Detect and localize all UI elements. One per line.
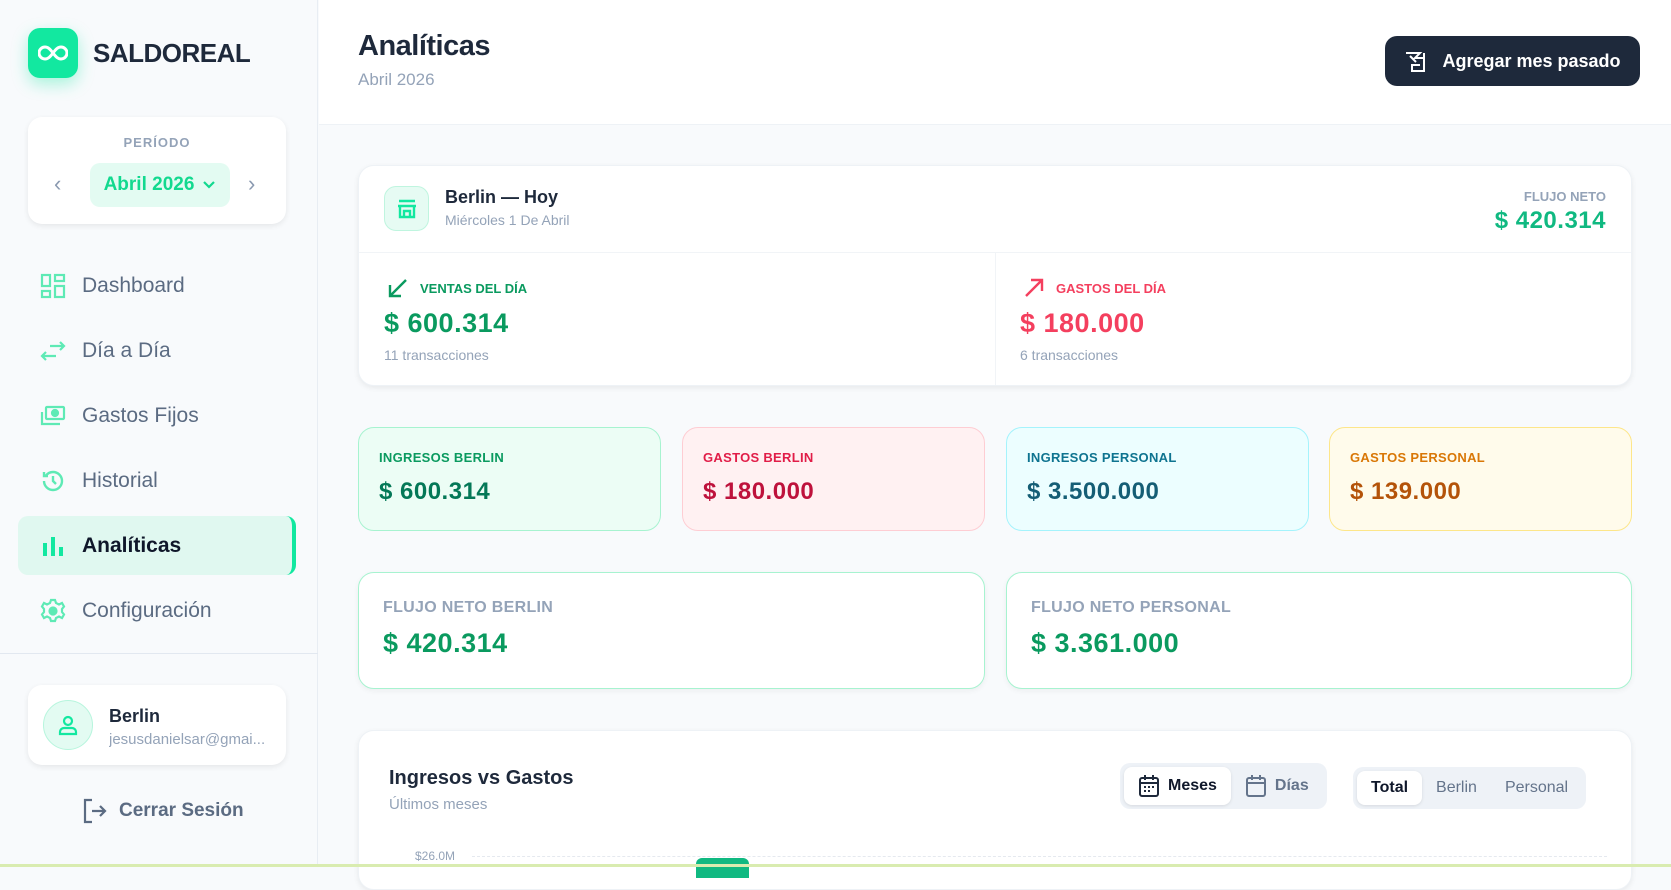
net-flow-value: $ 420.314 xyxy=(1494,207,1606,234)
avatar xyxy=(43,700,93,750)
calendar-icon xyxy=(1245,775,1266,797)
logout-label: Cerrar Sesión xyxy=(119,800,244,821)
view-label: Días xyxy=(1274,777,1309,794)
period-label: PERÍODO xyxy=(123,135,191,150)
gear-icon xyxy=(40,598,66,622)
chart-bar xyxy=(696,858,749,878)
chart-subtitle: Últimos meses xyxy=(389,796,488,813)
expenses-count: 6 transacciones xyxy=(1020,347,1119,363)
store-icon xyxy=(384,186,429,231)
sidebar-item-dia-a-dia[interactable]: Día a Día xyxy=(18,321,296,380)
cash-icon xyxy=(40,405,66,425)
user-card[interactable]: Berlin jesusdanielsar@gmai... xyxy=(28,685,286,765)
window-bottom-edge xyxy=(0,864,1671,867)
gridline xyxy=(472,856,1607,857)
sidebar-divider xyxy=(0,653,318,654)
net-personal-card: FLUJO NETO PERSONAL $ 3.361.000 xyxy=(1006,572,1632,689)
income-berlin-card: INGRESOS BERLIN $ 600.314 xyxy=(358,427,661,531)
today-date: Miércoles 1 De Abril xyxy=(445,212,570,228)
card-label: FLUJO NETO PERSONAL xyxy=(1031,599,1232,616)
sidebar-item-dashboard[interactable]: Dashboard xyxy=(18,256,296,315)
page-title: Analíticas xyxy=(358,30,491,62)
sales-label: VENTAS DEL DÍA xyxy=(420,281,528,296)
sidebar-item-configuracion[interactable]: Configuración xyxy=(18,581,296,640)
chart-title: Ingresos vs Gastos xyxy=(389,767,574,789)
sidebar-item-label: Historial xyxy=(82,468,158,492)
card-value: $ 3.500.000 xyxy=(1027,478,1160,505)
page-subtitle: Abril 2026 xyxy=(358,70,435,89)
expenses-personal-card: GASTOS PERSONAL $ 139.000 xyxy=(1329,427,1632,531)
logout-icon xyxy=(83,798,107,824)
scope-toggle: Total Berlin Personal xyxy=(1353,767,1587,809)
sidebar-item-label: Día a Día xyxy=(82,338,171,362)
card-label: FLUJO NETO BERLIN xyxy=(383,599,554,616)
card-label: GASTOS PERSONAL xyxy=(1350,450,1486,465)
logo-infinity-icon xyxy=(28,28,78,78)
add-past-month-button[interactable]: Agregar mes pasado xyxy=(1385,36,1640,86)
today-title: Berlin — Hoy xyxy=(445,187,559,207)
user-email: jesusdanielsar@gmai... xyxy=(109,731,266,748)
scope-total-button[interactable]: Total xyxy=(1357,771,1423,805)
sidebar-item-label: Gastos Fijos xyxy=(82,403,199,427)
card-value: $ 600.314 xyxy=(379,478,491,505)
view-months-button[interactable]: Meses xyxy=(1124,767,1231,805)
brand-name: SALDOREAL xyxy=(93,38,251,68)
user-icon xyxy=(58,715,78,736)
y-axis-tick: $26.0M xyxy=(415,849,456,863)
income-personal-card: INGRESOS PERSONAL $ 3.500.000 xyxy=(1006,427,1309,531)
card-value: $ 3.361.000 xyxy=(1031,628,1180,658)
sidebar-item-analiticas[interactable]: Analíticas xyxy=(18,516,296,575)
sales-value: $ 600.314 xyxy=(384,308,509,338)
sidebar-item-label: Dashboard xyxy=(82,273,185,297)
view-label: Meses xyxy=(1168,777,1217,794)
expenses-value: $ 180.000 xyxy=(1020,308,1145,338)
card-label: INGRESOS BERLIN xyxy=(379,450,505,465)
expenses-berlin-card: GASTOS BERLIN $ 180.000 xyxy=(682,427,985,531)
period-selector: PERÍODO ‹ Abril 2026 › xyxy=(28,117,286,224)
sidebar-item-label: Analíticas xyxy=(82,533,182,557)
sidebar-item-label: Configuración xyxy=(82,598,212,622)
sidebar-item-gastos-fijos[interactable]: Gastos Fijos xyxy=(18,386,296,445)
arrow-down-left-icon xyxy=(388,279,407,298)
card-label: GASTOS BERLIN xyxy=(703,450,814,465)
calendar-add-icon xyxy=(1406,52,1426,72)
card-value: $ 420.314 xyxy=(383,628,508,658)
chevron-down-icon xyxy=(203,181,216,189)
history-icon xyxy=(42,470,64,491)
card-value: $ 139.000 xyxy=(1350,478,1462,505)
card-divider xyxy=(359,252,1631,253)
add-past-month-label: Agregar mes pasado xyxy=(1442,50,1621,71)
card-label: INGRESOS PERSONAL xyxy=(1027,450,1177,465)
period-value: Abril 2026 xyxy=(103,174,195,195)
expenses-label: GASTOS DEL DÍA xyxy=(1056,281,1167,296)
scope-personal-button[interactable]: Personal xyxy=(1504,779,1569,796)
user-name: Berlin xyxy=(109,706,161,726)
next-period-button[interactable]: › xyxy=(248,171,256,196)
net-berlin-card: FLUJO NETO BERLIN $ 420.314 xyxy=(358,572,985,689)
logout-button[interactable]: Cerrar Sesión xyxy=(83,798,244,824)
view-toggle: Meses Días xyxy=(1120,763,1327,809)
card-value: $ 180.000 xyxy=(703,478,815,505)
sidebar-item-historial[interactable]: Historial xyxy=(18,451,296,510)
calendar-icon xyxy=(1139,775,1159,797)
period-dropdown[interactable]: Abril 2026 xyxy=(90,163,230,207)
today-card: Berlin — Hoy Miércoles 1 De Abril FLUJO … xyxy=(358,165,1632,386)
prev-period-button[interactable]: ‹ xyxy=(54,171,62,196)
sales-count: 11 transacciones xyxy=(384,347,489,363)
scope-berlin-button[interactable]: Berlin xyxy=(1436,779,1477,796)
card-divider xyxy=(995,253,996,385)
income-vs-expenses-card: Ingresos vs Gastos Últimos meses Meses D… xyxy=(358,730,1632,890)
sidebar: SALDOREAL PERÍODO ‹ Abril 2026 › Dashboa… xyxy=(0,0,318,867)
net-flow-label: FLUJO NETO xyxy=(1523,189,1606,204)
arrow-up-right-icon xyxy=(1025,278,1044,297)
page-header: Analíticas Abril 2026 Agregar mes pasado xyxy=(319,0,1671,125)
dashboard-icon xyxy=(40,273,66,298)
bar-chart-icon xyxy=(43,536,63,556)
view-days-button[interactable]: Días xyxy=(1231,767,1323,805)
arrows-exchange-icon xyxy=(40,340,66,361)
